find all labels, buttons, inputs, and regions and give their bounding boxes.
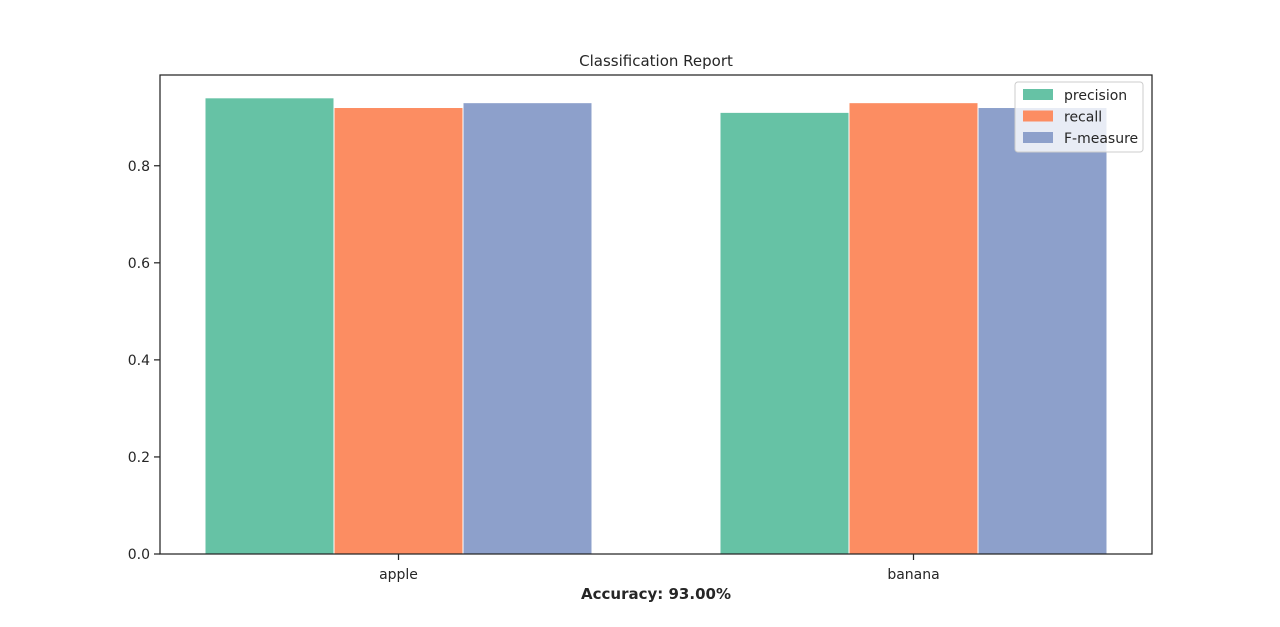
legend-label-f-measure: F-measure — [1064, 131, 1138, 147]
chart-title: Classification Report — [579, 52, 733, 70]
plot-frame — [159, 74, 1153, 555]
bar-banana-recall — [848, 102, 979, 555]
legend-swatch-precision — [1023, 89, 1053, 100]
bar-apple-f-measure — [462, 102, 593, 555]
x-tick-label-apple: apple — [379, 567, 418, 583]
legend: precision recall F-measure — [1014, 81, 1144, 153]
bar-banana-precision — [719, 111, 850, 555]
y-tick-label: 0.0 — [128, 547, 150, 563]
y-tick-label: 0.2 — [128, 450, 150, 466]
legend-swatch-recall — [1023, 110, 1053, 122]
legend-swatch-f-measure — [1023, 132, 1053, 143]
ticks-layer: 0.0 0.2 0.4 0.6 0.8 apple banana — [128, 159, 940, 583]
y-tick-label: 0.8 — [128, 159, 150, 175]
x-axis-label: Accuracy: 93.00% — [581, 585, 731, 603]
bar-banana-f-measure — [977, 107, 1108, 555]
bar-apple-precision — [204, 97, 335, 555]
bar-apple-recall — [333, 107, 464, 555]
legend-label-precision: precision — [1064, 88, 1127, 104]
bars-layer — [204, 97, 1108, 555]
y-tick-label: 0.6 — [128, 256, 150, 272]
y-tick-label: 0.4 — [128, 353, 150, 369]
x-tick-label-banana: banana — [887, 567, 939, 583]
axes-layer — [159, 74, 1153, 555]
legend-label-recall: recall — [1064, 110, 1102, 126]
